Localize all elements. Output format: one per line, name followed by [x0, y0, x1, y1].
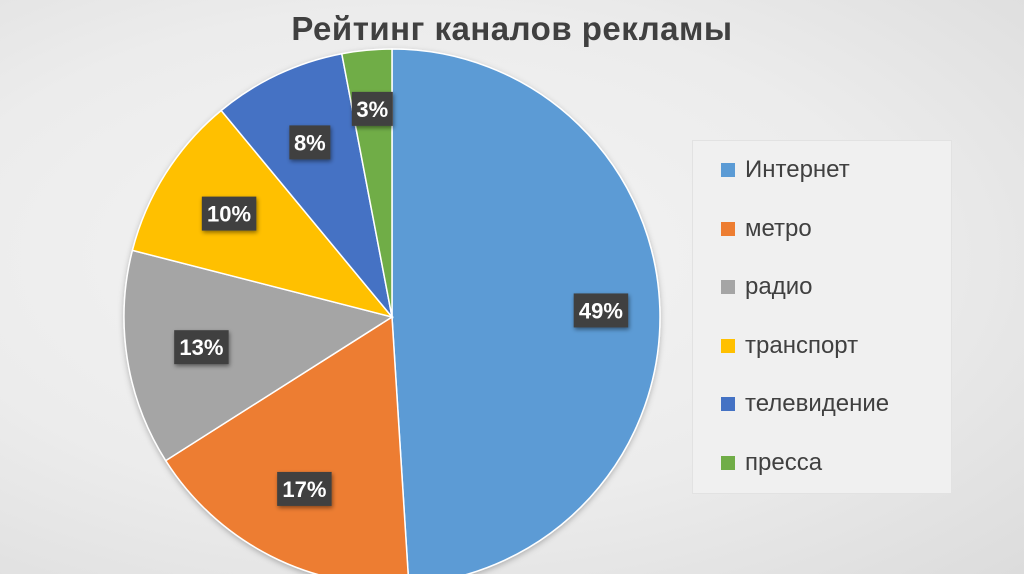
- legend-swatch: [721, 338, 735, 353]
- legend-label: Интернет: [745, 156, 850, 183]
- legend-item-3: радио: [721, 272, 812, 302]
- chart-legend: Интернет метро радио транспорт телевидение пр…: [692, 140, 952, 494]
- chart-title: Рейтинг каналов рекламы: [291, 10, 733, 47]
- legend-item-4: транспорт: [721, 331, 858, 361]
- data-label-text: 3%: [356, 97, 388, 122]
- legend-swatch: [721, 163, 735, 177]
- data-label-box: [289, 125, 331, 160]
- data-label-box: [351, 91, 393, 126]
- legend-item-1: Интернет: [721, 155, 850, 185]
- legend-label: транспорт: [745, 331, 859, 359]
- pie-slice-5: [220, 52, 393, 318]
- legend-label: метро: [745, 214, 812, 242]
- pie-slice-2: [164, 315, 409, 574]
- data-label-4: 10%: [201, 196, 257, 231]
- data-label-6: 3%: [351, 91, 393, 126]
- data-label-text: 49%: [579, 298, 623, 323]
- data-label-1: 49%: [573, 293, 629, 328]
- legend-label: пресса: [745, 448, 823, 476]
- data-label-box: [174, 330, 229, 365]
- legend-item-6: пресса: [721, 448, 822, 478]
- data-label-text: 17%: [282, 477, 326, 502]
- legend-label: телевидение: [745, 390, 890, 417]
- legend-item-5: телевидение: [721, 389, 889, 419]
- legend-item-2: метро: [721, 214, 812, 244]
- pie-slice-4: [131, 109, 395, 319]
- legend-swatch: [721, 280, 735, 294]
- data-label-2: 17%: [277, 471, 332, 506]
- data-label-box: [573, 293, 629, 328]
- data-label-3: 13%: [174, 330, 229, 365]
- data-label-box: [201, 196, 257, 231]
- data-label-text: 8%: [294, 130, 326, 155]
- data-label-text: 10%: [207, 202, 251, 227]
- legend-label: радио: [745, 273, 813, 300]
- data-label-5: 8%: [289, 125, 331, 160]
- data-label-box: [277, 471, 332, 506]
- legend-swatch: [721, 397, 735, 411]
- legend-swatch: [721, 221, 735, 236]
- pie-slice-3: [123, 249, 394, 462]
- data-label-text: 13%: [179, 335, 223, 360]
- pie-slice-1: [391, 48, 661, 574]
- legend-swatch: [721, 455, 735, 470]
